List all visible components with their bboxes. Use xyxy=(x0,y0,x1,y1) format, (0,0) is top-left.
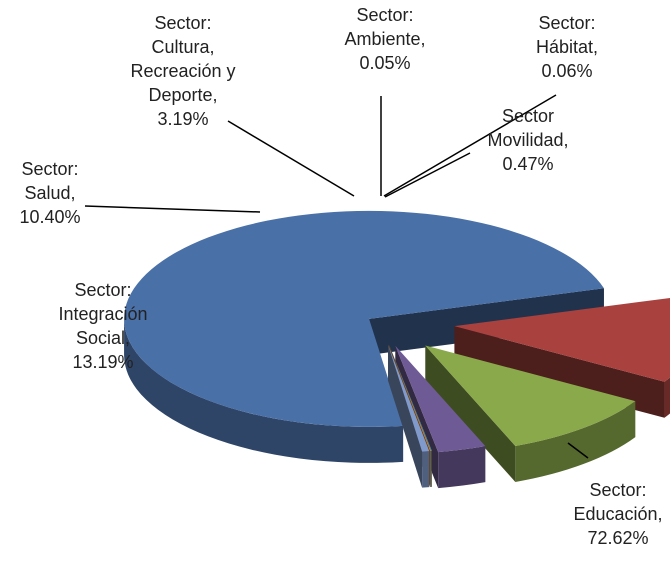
slice-2-group xyxy=(425,345,636,482)
data-label-5-line-2: 0.06% xyxy=(541,61,593,81)
slice-2-cut-face xyxy=(425,345,516,482)
data-label-5: Sector: Hábitat, 0.06% xyxy=(536,11,598,83)
data-label-6: Sector Movilidad, 0.47% xyxy=(488,104,569,176)
data-label-1-line-3: 13.19% xyxy=(72,352,134,372)
leader-line-3 xyxy=(227,120,355,197)
data-label-5-line-0: Sector: xyxy=(538,13,596,33)
slice-3-side xyxy=(438,446,486,489)
slice-4-top xyxy=(389,344,432,451)
slice-6-cut-face xyxy=(387,344,423,488)
slice-0-cut-face xyxy=(369,288,604,355)
leader-line-0 xyxy=(567,442,589,459)
data-label-3-line-4: 3.19% xyxy=(157,109,209,129)
data-label-6-line-1: Movilidad, xyxy=(487,130,569,150)
data-label-0: Sector: Educación, 72.62% xyxy=(574,478,663,550)
slice-2-side xyxy=(515,401,636,482)
slice-3-top xyxy=(395,345,486,453)
data-label-1-line-0: Sector: xyxy=(74,280,132,300)
data-label-0-line-2: 72.62% xyxy=(587,528,649,548)
slice-5-top xyxy=(388,344,432,452)
slice-6-top xyxy=(387,344,430,452)
leader-line-2 xyxy=(84,205,261,213)
data-label-3-line-3: Deporte, xyxy=(148,85,218,105)
slice-0-group xyxy=(124,210,604,463)
data-label-1-line-2: Social, xyxy=(76,328,131,348)
slice-1-top xyxy=(454,297,670,382)
slice-1-group xyxy=(454,297,670,418)
leader-line-6 xyxy=(384,152,471,198)
data-label-4-line-1: Ambiente, xyxy=(344,29,426,49)
data-label-1: Sector: Integración Social, 13.19% xyxy=(59,278,148,374)
data-label-0-line-0: Sector: xyxy=(589,480,647,500)
slice-1-cut-face xyxy=(454,326,665,418)
slice-1-side xyxy=(664,377,670,418)
leader-line-5 xyxy=(383,94,557,197)
slice-6-side xyxy=(422,451,430,488)
data-label-4: Sector: Ambiente, 0.05% xyxy=(345,3,426,75)
data-label-6-line-2: 0.47% xyxy=(502,154,554,174)
data-label-4-line-2: 0.05% xyxy=(359,53,411,73)
slice-0-top xyxy=(124,210,604,427)
data-label-3: Sector: Cultura, Recreación y Deporte, 3.19% xyxy=(131,11,236,131)
data-label-2-line-0: Sector: xyxy=(21,159,79,179)
data-label-6-line-0: Sector xyxy=(502,106,555,126)
data-label-5-line-1: Hábitat, xyxy=(536,37,599,57)
data-label-2-line-1: Salud, xyxy=(24,183,76,203)
slice-4-side xyxy=(431,450,432,487)
data-label-2-line-2: 10.40% xyxy=(19,207,81,227)
slice-0-side xyxy=(124,318,404,463)
data-label-1-line-1: Integración xyxy=(58,304,148,324)
data-label-3-line-0: Sector: xyxy=(154,13,212,33)
data-label-3-line-2: Recreación y xyxy=(130,61,236,81)
data-label-4-line-0: Sector: xyxy=(356,5,414,25)
slice-2-top xyxy=(425,345,636,446)
data-label-2: Sector: Salud, 10.40% xyxy=(20,157,81,229)
slice-5-side xyxy=(430,450,432,488)
data-label-3-line-1: Cultura, xyxy=(151,37,215,57)
data-label-0-line-1: Educación, xyxy=(573,504,663,524)
slice-6-group xyxy=(387,344,430,488)
